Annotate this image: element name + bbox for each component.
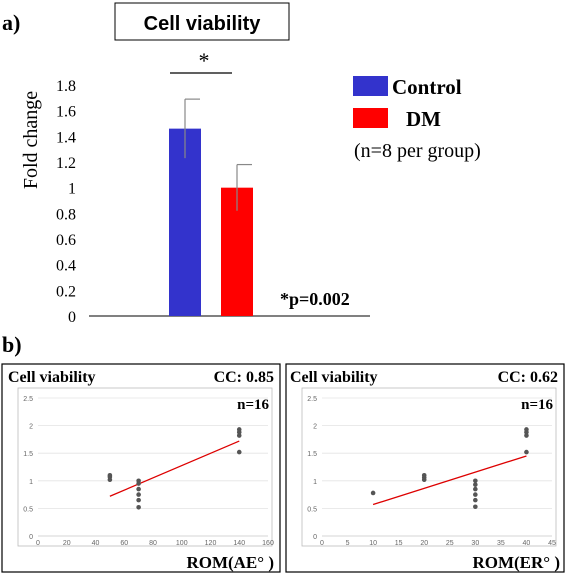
sample-size-note: (n=8 per group): [354, 140, 481, 162]
x-tick-label: 160: [262, 540, 274, 547]
scatter-chart-er: Cell viability CC: 0.62 n=16 ROM(ER° ) 0…: [285, 363, 565, 573]
data-point: [236, 433, 242, 438]
scatter-chart-ae: Cell viability CC: 0.85 n=16 ROM(AE° ) 0…: [1, 363, 281, 573]
y-tick-label: 2: [29, 424, 33, 431]
data-point: [473, 492, 478, 497]
scatter-ae-n: n=16: [237, 397, 269, 413]
error-bar-dm: [236, 163, 252, 211]
x-tick-label: 40: [92, 540, 100, 547]
scatter-ae-title: Cell viability: [8, 369, 96, 386]
data-point: [136, 481, 141, 486]
legend-swatch-dm: [353, 108, 388, 128]
y-tick-label: 1: [29, 479, 33, 486]
y-tick-label: 0.6: [56, 232, 76, 249]
legend-label-dm: DM: [406, 107, 441, 131]
y-tick-label: 0.2: [56, 283, 76, 300]
scatter-ae-plot: 0 0.5 1 1.5 2 2.5 0 20 40 60 80 100 120 140 160: [23, 396, 274, 547]
y-tick-label: 0.4: [56, 258, 76, 275]
y-tick-label: 1.6: [56, 104, 76, 121]
scatter-ae-plot-frame: [17, 387, 273, 547]
x-tick-label: 140: [233, 540, 245, 547]
x-tick-label: 80: [149, 540, 157, 547]
p-value: *p=0.002: [280, 289, 350, 309]
data-point: [473, 482, 478, 487]
bars: [169, 98, 253, 316]
y-tick-label: 1: [68, 181, 76, 198]
y-tick-label: 1.2: [56, 155, 76, 172]
y-tick-label: 1.8: [56, 78, 76, 95]
data-point: [136, 497, 141, 503]
x-tick-label: 30: [471, 540, 479, 547]
chart-title-box: [114, 2, 290, 41]
x-tick-label: 0: [36, 540, 40, 547]
x-tick-label: 5: [346, 540, 350, 547]
y-tick-label: 1: [313, 479, 317, 486]
y-tick-labels: 0 0.2 0.4 0.6 0.8 1 1.2 1.4 1.6 1.8: [56, 78, 76, 326]
y-tick-label: 2.5: [23, 396, 33, 403]
x-tick-label: 15: [395, 540, 403, 547]
y-tick-label: 0.5: [307, 506, 317, 513]
data-point: [136, 504, 141, 510]
scatter-ae-xlabel: ROM(AE° ): [186, 553, 274, 572]
y-tick-label: 0.5: [23, 506, 33, 513]
x-tick-label: 10: [369, 540, 377, 547]
y-tick-label: 0: [313, 534, 317, 541]
scatter-er-title: Cell viability: [290, 369, 378, 386]
y-tick-label: 1.5: [307, 451, 317, 458]
data-point: [136, 492, 141, 497]
scatter-er-xlabel: ROM(ER° ): [472, 553, 560, 572]
chart-title: Cell viability: [144, 13, 262, 35]
y-tick-label: 2.5: [307, 396, 317, 403]
data-point: [107, 477, 113, 482]
x-tick-label: 40: [523, 540, 531, 547]
data-point: [236, 449, 242, 455]
x-tick-label: 45: [548, 540, 556, 547]
data-point: [473, 486, 478, 492]
x-tick-label: 35: [497, 540, 505, 547]
x-tick-label: 20: [63, 540, 71, 547]
x-tick-label: 25: [446, 540, 454, 547]
data-point: [524, 433, 529, 438]
panel-a-label: a): [2, 10, 20, 35]
scatter-er-plot-frame: [301, 387, 557, 547]
x-tick-label: 0: [320, 540, 324, 547]
data-point: [473, 478, 478, 484]
data-point: [136, 486, 141, 492]
trendline: [372, 455, 527, 506]
x-tick-label: 60: [120, 540, 128, 547]
legend-label-control: Control: [392, 75, 462, 99]
legend-swatch-control: [353, 76, 388, 96]
data-point: [524, 449, 529, 455]
scatter-ae-cc: CC: 0.85: [214, 369, 274, 386]
y-tick-label: 1.4: [56, 129, 76, 146]
y-tick-label: 2: [313, 424, 317, 431]
y-axis-label: Fold change: [20, 91, 42, 189]
data-point: [473, 497, 478, 503]
y-tick-label: 0: [68, 309, 76, 326]
data-point: [236, 429, 242, 435]
error-bar-control: [184, 98, 200, 159]
scatter-er-cc: CC: 0.62: [498, 369, 558, 386]
trendline: [109, 440, 240, 497]
data-point: [524, 429, 529, 435]
x-tick-label: 20: [420, 540, 428, 547]
data-point: [421, 477, 427, 482]
significance-marker: *: [199, 48, 210, 73]
panel-b-label: b): [2, 332, 22, 357]
bar-control: [169, 128, 201, 316]
data-point: [370, 490, 376, 496]
x-tick-label: 120: [205, 540, 217, 547]
x-tick-label: 100: [176, 540, 188, 547]
scatter-er-n: n=16: [521, 397, 553, 413]
y-tick-label: 0: [29, 534, 33, 541]
scatter-er-plot: 0 0.5 1 1.5 2 2.5 0 5 10 15 20 25 30 35 40 45: [307, 396, 556, 547]
data-point: [473, 504, 478, 510]
y-tick-label: 0.8: [56, 206, 76, 223]
y-tick-label: 1.5: [23, 451, 33, 458]
